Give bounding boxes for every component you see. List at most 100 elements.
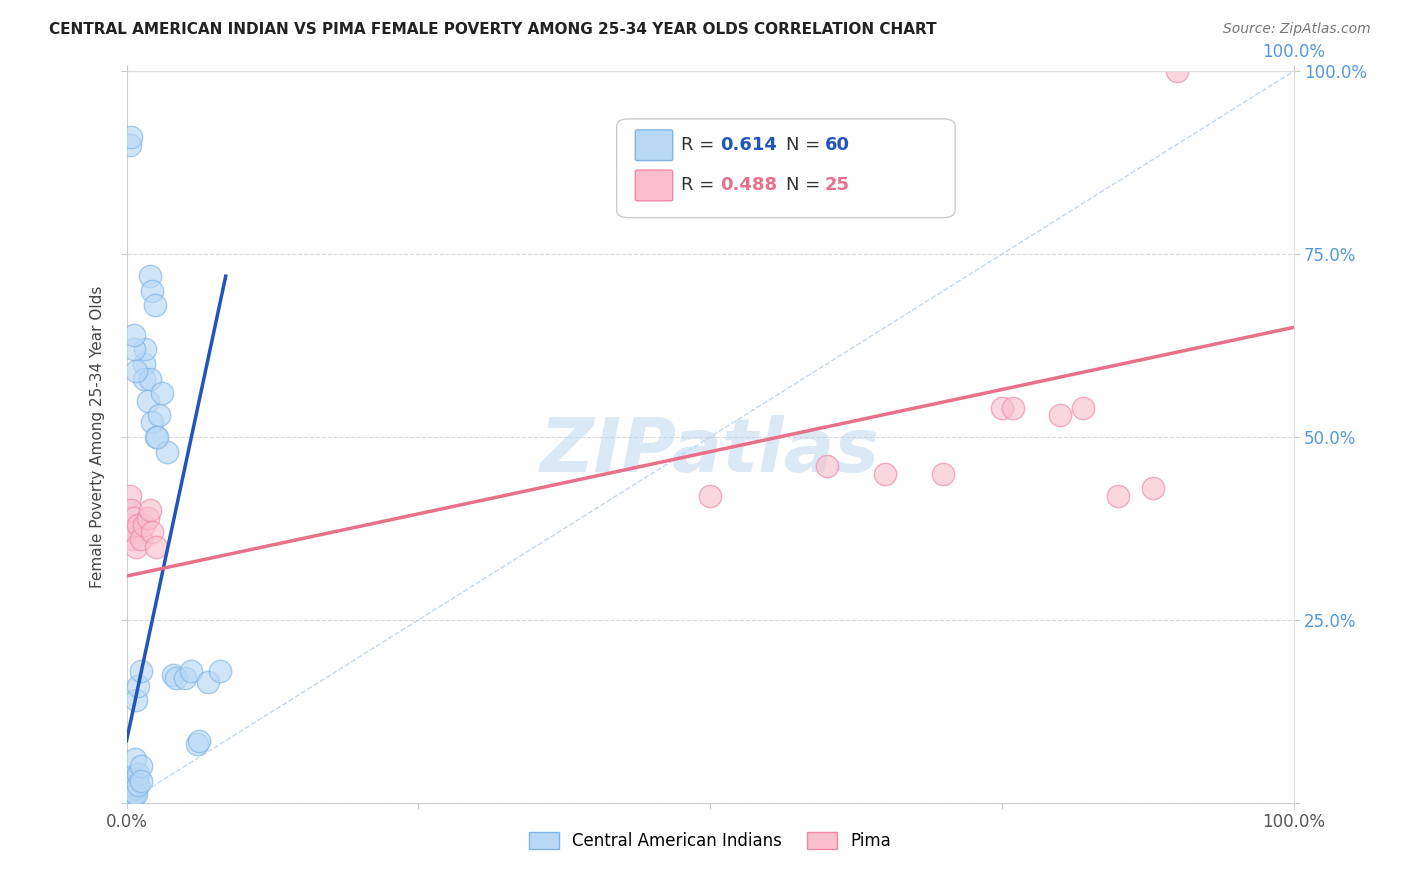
Point (121, 789, 143, 804)
Point (134, 343, 156, 357)
Point (145, 430, 167, 444)
Point (118, 789, 141, 803)
Point (146, 430, 169, 444)
Point (699, 489, 721, 503)
Point (124, 752, 146, 766)
Point (121, 533, 143, 547)
Y-axis label: Female Poverty Among 25-34 Year Olds: Female Poverty Among 25-34 Year Olds (90, 286, 105, 588)
Point (143, 298, 166, 312)
FancyBboxPatch shape (636, 130, 672, 161)
Point (118, 789, 141, 804)
Point (127, 517, 149, 532)
Point (186, 737, 208, 751)
Point (125, 693, 148, 707)
Point (208, 664, 231, 678)
Point (127, 766, 149, 780)
Point (127, 778, 149, 792)
Point (141, 416, 163, 430)
Point (120, 503, 142, 517)
Point (118, 773, 141, 788)
Point (117, 789, 139, 803)
Point (118, 785, 141, 799)
Point (118, 517, 141, 532)
Text: N =: N = (786, 176, 825, 194)
Point (125, 781, 148, 796)
Legend: Central American Indians, Pima: Central American Indians, Pima (522, 825, 898, 856)
Point (118, 778, 141, 792)
Point (197, 675, 219, 690)
Point (122, 343, 145, 357)
Point (1108, 489, 1130, 503)
Point (1073, 401, 1095, 415)
Text: 0.614: 0.614 (720, 136, 778, 153)
Text: 60: 60 (824, 136, 849, 153)
Point (990, 401, 1012, 415)
Point (120, 130, 142, 145)
Point (136, 510, 159, 524)
Point (815, 459, 838, 474)
Point (1142, 481, 1164, 495)
Point (121, 775, 143, 789)
Text: CENTRAL AMERICAN INDIAN VS PIMA FEMALE POVERTY AMONG 25-34 YEAR OLDS CORRELATION: CENTRAL AMERICAN INDIAN VS PIMA FEMALE P… (49, 22, 936, 37)
Point (1049, 408, 1071, 422)
Point (122, 510, 145, 524)
Point (139, 371, 162, 385)
Point (129, 759, 152, 773)
Point (122, 782, 145, 797)
Point (148, 408, 170, 422)
Text: ZIPatlas: ZIPatlas (540, 415, 880, 488)
Text: R =: R = (681, 176, 720, 194)
Point (165, 672, 187, 686)
Point (124, 525, 146, 540)
Point (120, 787, 142, 801)
Text: 0.488: 0.488 (720, 176, 778, 194)
Text: 25: 25 (824, 176, 849, 194)
Point (121, 785, 143, 799)
Point (124, 778, 146, 792)
Text: R =: R = (681, 136, 720, 153)
Point (122, 327, 145, 342)
Point (118, 137, 141, 152)
Point (1002, 401, 1025, 415)
Point (180, 664, 202, 678)
Point (1166, 64, 1188, 78)
Point (125, 787, 148, 801)
Point (132, 517, 155, 532)
Point (132, 371, 155, 385)
Point (124, 786, 146, 800)
Text: N =: N = (786, 136, 825, 153)
Point (162, 667, 184, 681)
Point (120, 791, 142, 805)
Point (129, 533, 152, 547)
Point (129, 773, 152, 788)
Point (118, 489, 141, 503)
Point (118, 792, 141, 806)
Point (117, 770, 139, 784)
Point (120, 780, 142, 794)
Point (875, 467, 897, 481)
Point (118, 794, 141, 808)
Point (156, 444, 179, 458)
Point (136, 393, 159, 408)
Point (174, 672, 197, 686)
Point (132, 357, 155, 371)
Point (141, 525, 163, 540)
Point (122, 789, 145, 803)
FancyBboxPatch shape (617, 119, 955, 218)
Point (932, 467, 955, 481)
Point (150, 386, 173, 401)
Point (117, 792, 139, 806)
Point (187, 733, 209, 747)
Point (141, 284, 163, 298)
Point (127, 679, 149, 693)
Point (145, 540, 167, 554)
Point (125, 364, 148, 378)
Point (125, 540, 148, 554)
FancyBboxPatch shape (636, 170, 672, 201)
Point (139, 269, 162, 284)
Point (118, 782, 141, 797)
Point (139, 503, 162, 517)
Text: Source: ZipAtlas.com: Source: ZipAtlas.com (1223, 22, 1371, 37)
Point (117, 781, 139, 796)
Point (129, 664, 152, 678)
